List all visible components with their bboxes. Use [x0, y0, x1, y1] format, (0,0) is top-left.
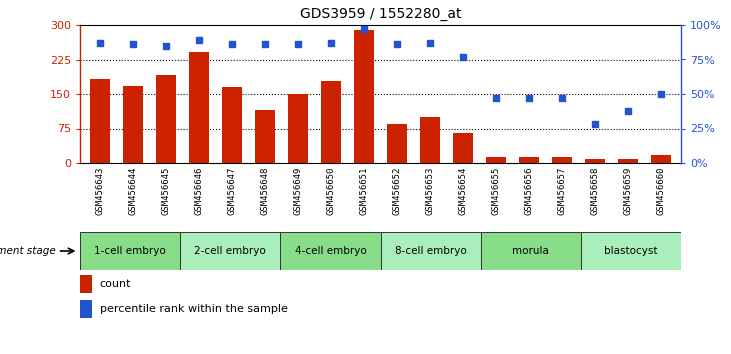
Bar [486, 158, 506, 163]
Bar [552, 158, 572, 163]
Text: GSM456659: GSM456659 [624, 166, 632, 215]
Bar [80, 232, 180, 270]
Point [655, 91, 667, 97]
Bar [123, 86, 143, 163]
Text: GDS3959 / 1552280_at: GDS3959 / 1552280_at [300, 7, 461, 22]
Bar [381, 232, 481, 270]
Text: GSM456654: GSM456654 [458, 166, 468, 215]
Point [325, 40, 337, 46]
Bar [180, 232, 280, 270]
Text: GSM456647: GSM456647 [227, 166, 236, 215]
Bar [519, 158, 539, 163]
Text: development stage: development stage [0, 246, 56, 256]
Text: blastocyst: blastocyst [604, 246, 658, 256]
Point [589, 121, 601, 127]
Point [424, 40, 436, 46]
Point [94, 40, 106, 46]
Text: count: count [99, 279, 132, 289]
Point [391, 41, 403, 47]
Bar [156, 75, 175, 163]
Text: GSM456646: GSM456646 [194, 166, 203, 215]
Text: GSM456648: GSM456648 [260, 166, 270, 215]
Bar [581, 232, 681, 270]
Text: GSM456650: GSM456650 [327, 166, 336, 215]
Bar [453, 133, 473, 163]
Bar [288, 94, 308, 163]
Point [259, 41, 270, 47]
Text: GSM456653: GSM456653 [425, 166, 434, 215]
Text: GSM456655: GSM456655 [491, 166, 501, 215]
Bar [255, 110, 275, 163]
Text: GSM456652: GSM456652 [393, 166, 401, 215]
Text: 4-cell embryo: 4-cell embryo [295, 246, 366, 256]
Bar [90, 79, 110, 163]
Point [491, 95, 502, 101]
Point [358, 26, 370, 32]
Bar [189, 52, 209, 163]
Text: 2-cell embryo: 2-cell embryo [194, 246, 266, 256]
Bar [387, 124, 407, 163]
Point [556, 95, 568, 101]
Text: GSM456651: GSM456651 [360, 166, 368, 215]
Point [160, 43, 172, 48]
Text: GSM456643: GSM456643 [95, 166, 105, 215]
Text: 1-cell embryo: 1-cell embryo [94, 246, 166, 256]
Text: GSM456660: GSM456660 [656, 166, 666, 215]
Bar [80, 300, 92, 318]
Point [523, 95, 535, 101]
Text: morula: morula [512, 246, 549, 256]
Bar [481, 232, 581, 270]
Point [622, 108, 634, 113]
Point [292, 41, 304, 47]
Text: GSM456658: GSM456658 [591, 166, 599, 215]
Text: GSM456645: GSM456645 [162, 166, 170, 215]
Bar [321, 81, 341, 163]
Text: GSM456657: GSM456657 [558, 166, 567, 215]
Point [457, 54, 469, 59]
Bar [618, 159, 638, 163]
Bar [222, 87, 242, 163]
Bar [420, 117, 440, 163]
Text: GSM456644: GSM456644 [129, 166, 137, 215]
Bar [80, 275, 92, 292]
Text: percentile rank within the sample: percentile rank within the sample [99, 304, 287, 314]
Text: 8-cell embryo: 8-cell embryo [395, 246, 466, 256]
Bar [354, 30, 374, 163]
Bar [280, 232, 381, 270]
Point [193, 38, 205, 43]
Bar [651, 155, 671, 163]
Text: GSM456649: GSM456649 [293, 166, 303, 215]
Text: GSM456656: GSM456656 [525, 166, 534, 215]
Point [226, 41, 238, 47]
Point [127, 41, 139, 47]
Bar [586, 159, 605, 163]
